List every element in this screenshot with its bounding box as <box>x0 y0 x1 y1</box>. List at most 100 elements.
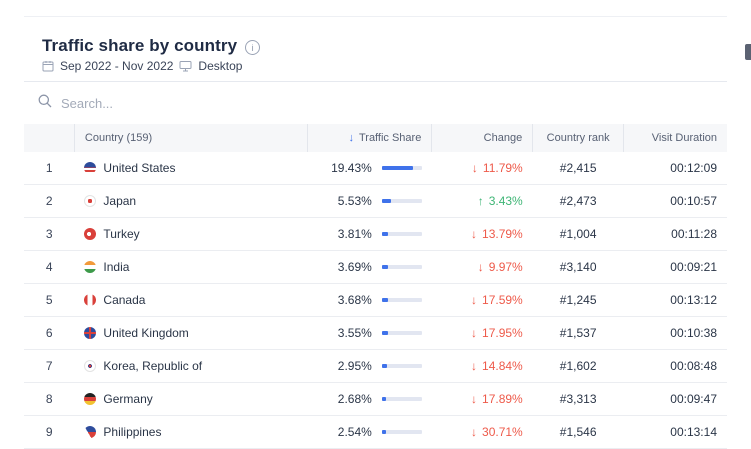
visit-duration-cell: 00:11:28 <box>623 217 727 251</box>
flag-tr-icon <box>84 228 97 240</box>
table-row[interactable]: 4 India 3.69% ↓ 9.97% #3,140 00:09:21 <box>24 250 727 284</box>
change-cell: ↓ 14.84% <box>431 349 533 383</box>
country-cell[interactable]: Canada <box>74 283 308 317</box>
country-rank-cell: #1,004 <box>532 217 624 251</box>
traffic-share-cell: 2.68% <box>307 382 432 416</box>
row-index: 8 <box>24 382 75 416</box>
change-percent: 13.79% <box>482 227 523 241</box>
calendar-icon <box>42 60 54 72</box>
country-name[interactable]: Japan <box>103 194 137 208</box>
country-cell-content: Canada <box>84 293 297 307</box>
visit-duration-cell: 00:13:12 <box>623 283 727 317</box>
traffic-share-bar <box>381 166 422 170</box>
row-index: 1 <box>24 152 75 185</box>
country-cell[interactable]: United States <box>74 152 308 185</box>
country-cell[interactable]: Turkey <box>74 217 308 251</box>
country-cell[interactable]: Japan <box>74 184 308 218</box>
row-index: 7 <box>24 349 75 383</box>
table-row[interactable]: 7 Korea, Republic of 2.95% ↓ 14.84% #1,602 00:… <box>24 349 727 383</box>
country-rank-cell: #3,313 <box>532 382 624 416</box>
country-cell[interactable]: Germany <box>74 382 308 416</box>
change-percent: 17.89% <box>482 392 523 406</box>
change-value: ↓ 17.59% <box>471 293 523 307</box>
country-name[interactable]: United States <box>103 161 176 175</box>
traffic-share-value: 2.54% <box>337 425 372 439</box>
traffic-share-bar-fill <box>381 331 388 335</box>
arrow-down-icon: ↓ <box>471 227 478 241</box>
info-icon[interactable]: i <box>245 40 261 55</box>
table-row[interactable]: 9 Philippines 2.54% ↓ 30.71% #1,546 00:13:14 <box>24 415 727 449</box>
device-label: Desktop <box>198 59 243 73</box>
row-index: 4 <box>24 250 75 284</box>
traffic-share-cell: 3.81% <box>307 217 432 251</box>
change-value: ↑ 3.43% <box>478 194 523 208</box>
traffic-share-bar <box>381 397 422 401</box>
change-percent: 14.84% <box>482 359 523 373</box>
country-name[interactable]: Canada <box>103 293 146 307</box>
header-visit-duration[interactable]: Visit Duration <box>623 124 727 152</box>
country-name[interactable]: Philippines <box>103 425 162 439</box>
traffic-share-cell: 2.95% <box>307 349 432 383</box>
country-rank-cell: #1,537 <box>532 316 624 350</box>
country-name[interactable]: Korea, Republic of <box>103 359 203 373</box>
change-value: ↓ 30.71% <box>471 425 523 439</box>
table-row[interactable]: 5 Canada 3.68% ↓ 17.59% #1,245 00:13:12 <box>24 283 727 317</box>
traffic-share-value: 19.43% <box>331 161 372 175</box>
share-cell-content: 3.69% <box>318 260 422 274</box>
row-index: 6 <box>24 316 75 350</box>
change-cell: ↑ 3.43% <box>431 184 533 218</box>
row-index: 2 <box>24 184 75 218</box>
header-country-rank[interactable]: Country rank <box>532 124 625 152</box>
country-cell-content: Japan <box>84 194 297 208</box>
country-cell[interactable]: India <box>74 250 308 284</box>
top-divider <box>24 16 727 17</box>
country-cell-content: Korea, Republic of <box>84 359 297 373</box>
table-row[interactable]: 3 Turkey 3.81% ↓ 13.79% #1,004 00:11:28 <box>24 217 727 251</box>
table-row[interactable]: 1 United States 19.43% ↓ 11.79% #2,415 00:12:0… <box>24 152 727 185</box>
traffic-share-bar-fill <box>381 199 391 203</box>
traffic-share-cell: 3.68% <box>307 283 432 317</box>
traffic-share-value: 3.55% <box>337 326 372 340</box>
country-cell[interactable]: Philippines <box>74 415 308 449</box>
traffic-share-bar <box>381 364 422 368</box>
visit-duration-cell: 00:12:09 <box>623 152 727 185</box>
row-index: 3 <box>24 217 75 251</box>
traffic-share-bar-fill <box>381 364 387 368</box>
country-name[interactable]: United Kingdom <box>103 326 189 340</box>
widget-title: Traffic share by country <box>42 36 238 55</box>
traffic-share-cell: 3.69% <box>307 250 432 284</box>
table-row[interactable]: 8 Germany 2.68% ↓ 17.89% #3,313 00:09:47 <box>24 382 727 416</box>
table-row[interactable]: 6 United Kingdom 3.55% ↓ 17.95% #1,537 00:10:3… <box>24 316 727 350</box>
change-cell: ↓ 9.97% <box>431 250 533 284</box>
export-button-edge[interactable] <box>745 44 751 60</box>
visit-duration-cell: 00:13:14 <box>623 415 727 449</box>
country-name[interactable]: Turkey <box>103 227 140 241</box>
header-change[interactable]: Change <box>431 124 534 152</box>
traffic-share-cell: 2.54% <box>307 415 432 449</box>
table-row[interactable]: 2 Japan 5.53% ↑ 3.43% #2,473 00:10:57 <box>24 184 727 218</box>
country-name[interactable]: India <box>103 260 130 274</box>
share-cell-content: 5.53% <box>318 194 422 208</box>
arrow-down-icon: ↓ <box>471 392 478 406</box>
traffic-share-cell: 5.53% <box>307 184 432 218</box>
arrow-up-icon: ↑ <box>477 194 484 208</box>
change-value: ↓ 14.84% <box>471 359 523 373</box>
header-traffic-share[interactable]: ↓ Traffic Share <box>307 124 433 152</box>
visit-duration-cell: 00:09:21 <box>623 250 727 284</box>
country-cell[interactable]: United Kingdom <box>74 316 308 350</box>
traffic-share-cell: 19.43% <box>307 152 432 185</box>
share-cell-content: 2.54% <box>318 425 422 439</box>
arrow-down-icon: ↓ <box>471 293 478 307</box>
search-bar <box>38 94 361 113</box>
change-value: ↓ 9.97% <box>478 260 523 274</box>
flag-in-icon <box>84 261 97 273</box>
search-input[interactable] <box>61 96 361 111</box>
header-country[interactable]: Country (159) <box>74 124 309 152</box>
country-cell[interactable]: Korea, Republic of <box>74 349 308 383</box>
country-name[interactable]: Germany <box>103 392 153 406</box>
traffic-share-bar-fill <box>381 298 388 302</box>
change-value: ↓ 11.79% <box>472 161 523 175</box>
change-cell: ↓ 17.89% <box>431 382 533 416</box>
header-index <box>24 124 75 152</box>
country-cell-content: Turkey <box>84 227 297 241</box>
